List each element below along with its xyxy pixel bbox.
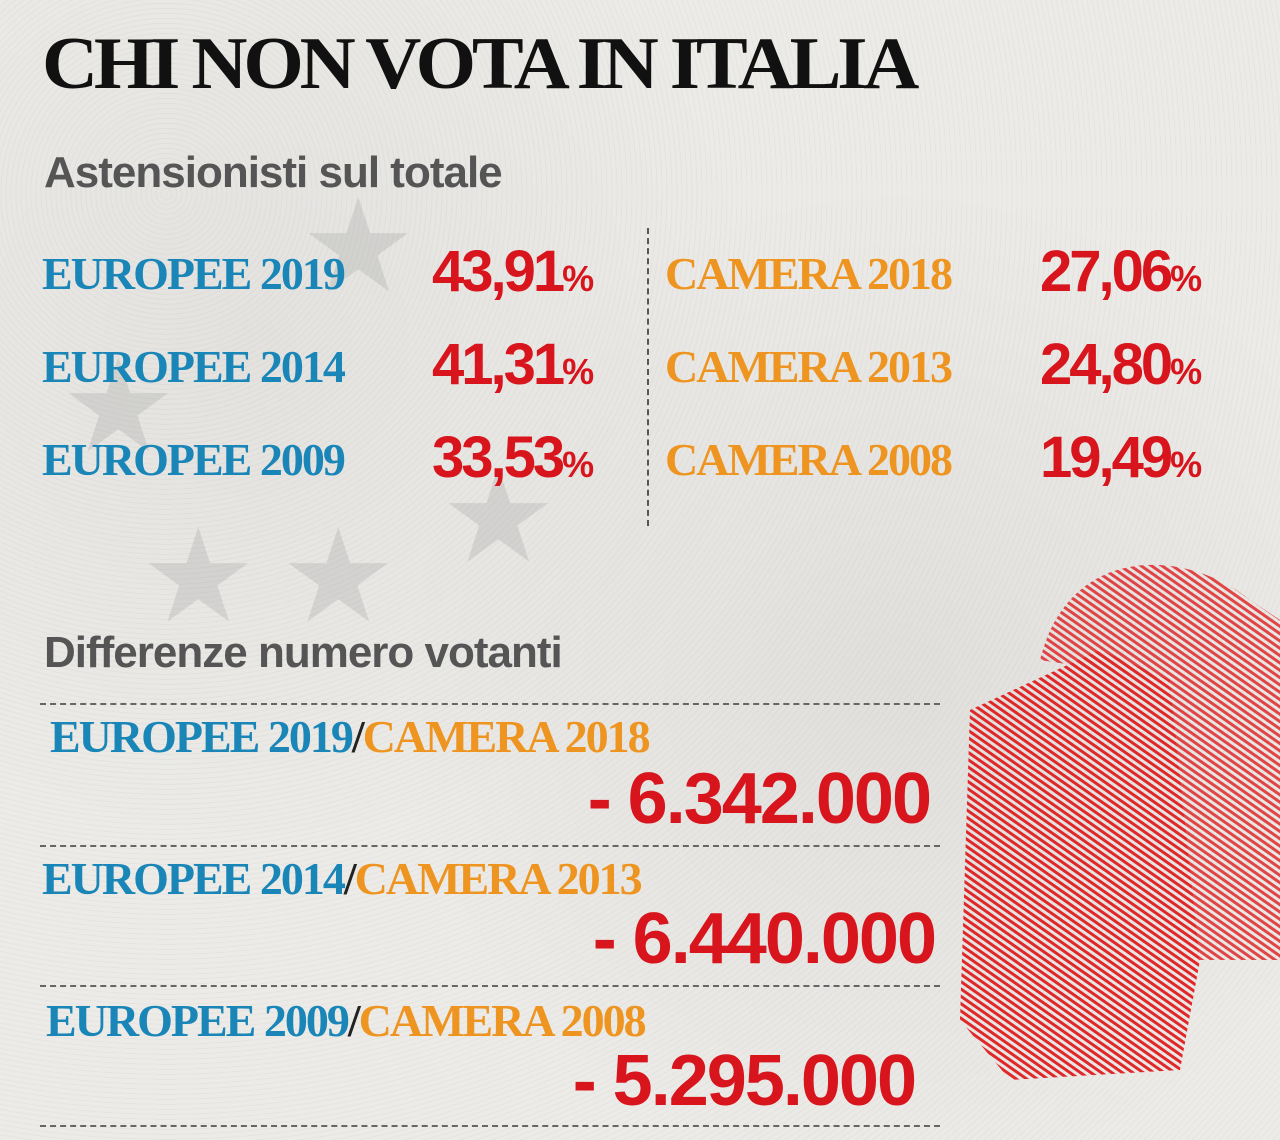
difference-value: - 6.440.000 [592,899,937,979]
divider [40,703,940,705]
section-heading-astensionisti: Astensionisti sul totale [44,148,503,197]
star-icon: ★ [280,506,397,650]
divider [647,228,649,526]
ballot-hand-illustration [960,564,1280,1080]
divider [40,845,940,847]
europee-label: EUROPEE 2014 [42,853,346,904]
camera-label: CAMERA 2018 [665,248,953,299]
value: 19,49 [1040,425,1173,490]
difference-value: - 6.342.000 [587,759,932,839]
camera-label: CAMERA 2008 [665,434,953,485]
separator: / [343,853,357,904]
star-icon: ★ [140,506,257,650]
camera-value: 19,49% [1040,424,1202,491]
unit: % [562,444,595,485]
europee-value: 33,53% [432,424,594,491]
value: 41,31 [432,332,565,397]
camera-value: 27,06% [1040,238,1202,305]
europee-label: EUROPEE 2014 [42,341,346,392]
camera-value: 24,80% [1040,331,1202,398]
value: 43,91 [432,239,565,304]
unit: % [562,258,595,299]
value: 33,53 [432,425,565,490]
separator: / [347,995,361,1046]
camera-label: CAMERA 2013 [665,341,953,392]
star-icon: ★ [300,176,417,320]
unit: % [1170,351,1203,392]
comparison-label: EUROPEE 2009/CAMERA 2008 [46,994,647,1047]
comparison-label: EUROPEE 2019/CAMERA 2018 [50,710,651,763]
europee-label: EUROPEE 2009 [46,995,350,1046]
europee-label: EUROPEE 2009 [42,434,346,485]
divider [40,1125,940,1127]
europee-label: EUROPEE 2019 [50,711,354,762]
europee-value: 41,31% [432,331,594,398]
comparison-label: EUROPEE 2014/CAMERA 2013 [42,852,643,905]
europee-label: EUROPEE 2019 [42,248,346,299]
camera-label: CAMERA 2013 [354,853,643,904]
divider [40,985,940,987]
europee-value: 43,91% [432,238,594,305]
unit: % [1170,444,1203,485]
page-title: CHI NON VOTA IN ITALIA [42,23,919,105]
camera-label: CAMERA 2018 [362,711,651,762]
star-icon: ★ [440,446,557,590]
section-heading-differenze: Differenze numero votanti [44,628,563,677]
value: 27,06 [1040,239,1173,304]
unit: % [562,351,595,392]
camera-label: CAMERA 2008 [358,995,647,1046]
value: 24,80 [1040,332,1173,397]
star-icon: ★ [60,336,177,480]
unit: % [1170,258,1203,299]
difference-value: - 5.295.000 [572,1041,917,1121]
separator: / [351,711,365,762]
